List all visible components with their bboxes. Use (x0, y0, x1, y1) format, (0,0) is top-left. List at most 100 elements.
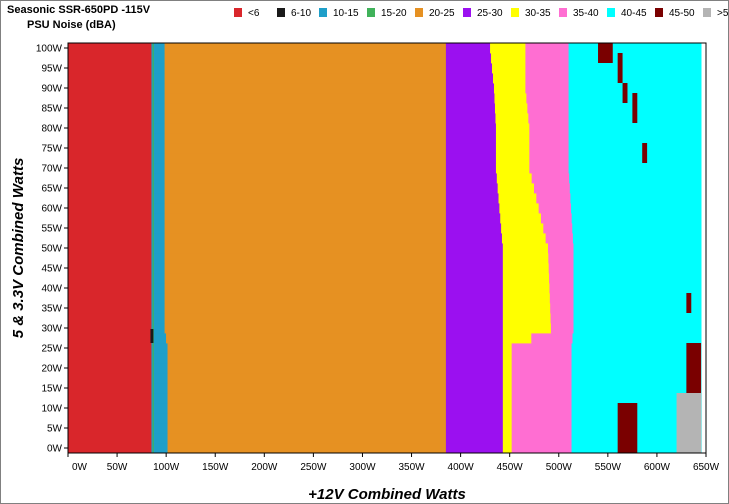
heatmap-cell (502, 333, 532, 344)
heatmap-cell (502, 363, 513, 374)
heatmap-cell (151, 73, 154, 84)
maroon-region (598, 43, 613, 63)
heatmap-cell (68, 123, 152, 134)
heatmap-cell (525, 43, 569, 54)
heatmap-cell (151, 203, 154, 214)
heatmap-cell (164, 93, 447, 104)
heatmap-cell (550, 323, 574, 334)
legend-label-1: 6-10 (291, 8, 311, 19)
heatmap-cell (573, 283, 617, 294)
heatmap-cell (153, 203, 165, 214)
heatmap-cell (152, 393, 155, 404)
heatmap-cell (164, 313, 447, 324)
heatmap-cell (615, 243, 702, 254)
heatmap-cell (496, 173, 533, 184)
heatmap-cell (153, 233, 165, 244)
heatmap-cell (549, 273, 574, 284)
heatmap-cell (152, 73, 155, 84)
heatmap-cell (164, 63, 447, 74)
heatmap-cell (571, 433, 614, 444)
heatmap-cell (502, 443, 513, 454)
heatmap-cell (153, 293, 165, 304)
heatmap-cell (573, 313, 617, 324)
heatmap-cell (152, 383, 155, 394)
heatmap-cell (615, 263, 702, 274)
heatmap-cell (445, 93, 495, 104)
heatmap-cell (571, 443, 614, 454)
heatmap-cell (68, 363, 152, 374)
heatmap-cell (511, 343, 572, 354)
heatmap-cell (151, 233, 154, 244)
heatmap-cell (445, 223, 502, 234)
heatmap-cell (526, 93, 569, 104)
heatmap-cell (609, 183, 702, 194)
heatmap-cell (151, 303, 154, 314)
maroon-region (617, 53, 623, 83)
heatmap-cell (571, 413, 614, 424)
heatmap-cell (615, 293, 702, 304)
y-tick-label: 70W (41, 164, 62, 175)
heatmap-cell (151, 153, 154, 164)
heatmap-cell (502, 403, 513, 414)
heatmap-cell (612, 403, 702, 414)
heatmap-cell (151, 433, 154, 444)
heatmap-cell (153, 323, 165, 334)
heatmap-cell (571, 203, 613, 214)
x-tick-label: 550W (595, 462, 622, 473)
heatmap-cell (445, 153, 497, 164)
heatmap-cell (445, 193, 499, 204)
heatmap-cell (68, 223, 152, 234)
heatmap-cell (511, 443, 572, 454)
heatmap-cell (568, 83, 609, 94)
heatmap-cell (497, 183, 535, 194)
heatmap-cell (571, 353, 614, 364)
heatmap-cell (152, 323, 155, 334)
heatmap-cell (502, 273, 550, 284)
heatmap-cell (615, 313, 702, 324)
heatmap-cell (445, 113, 496, 124)
heatmap-cell (164, 83, 447, 94)
legend-label-10: >50 (717, 8, 728, 19)
heatmap-cell (612, 443, 702, 454)
maroon-region (632, 93, 638, 123)
heatmap-cell (568, 143, 609, 154)
heatmap-cell (152, 193, 155, 204)
heatmap-cell (445, 393, 504, 404)
heatmap-cell (151, 283, 154, 294)
heatmap-cell (164, 183, 447, 194)
heatmap-cell (511, 413, 572, 424)
heatmap-cell (153, 183, 165, 194)
heatmap-cell (153, 253, 165, 264)
legend-swatch-4 (415, 8, 423, 17)
heatmap-cell (495, 153, 530, 164)
legend-label-5: 25-30 (477, 8, 503, 19)
heatmap-cell (164, 113, 447, 124)
heatmap-cell (502, 243, 549, 254)
heatmap-cell (571, 423, 614, 434)
heatmap-cell (502, 293, 551, 304)
gray-region (676, 393, 702, 453)
heatmap-cell (152, 373, 155, 384)
heatmap-cell (571, 373, 614, 384)
y-tick-label: 65W (41, 184, 62, 195)
heatmap-cell (151, 443, 154, 454)
heatmap-cell (525, 63, 569, 74)
heatmap-cell (573, 243, 617, 254)
legend-swatch-3 (367, 8, 375, 17)
heatmap-cell (607, 93, 702, 104)
heatmap-cell (572, 233, 616, 244)
heatmap-cell (528, 113, 569, 124)
heatmap-cell (68, 213, 152, 224)
heatmap-cell (501, 223, 544, 234)
heatmap-cell (166, 333, 447, 344)
x-tick-label: 350W (398, 462, 425, 473)
heatmap-cell (164, 293, 447, 304)
legend-label-9: 45-50 (669, 8, 695, 19)
heatmap-cell (612, 343, 702, 354)
heatmap-cell (502, 343, 513, 354)
heatmap-cell (164, 263, 447, 274)
heatmap-cell (568, 163, 609, 174)
heatmap-cell (68, 313, 152, 324)
heatmap-cell (571, 213, 614, 224)
